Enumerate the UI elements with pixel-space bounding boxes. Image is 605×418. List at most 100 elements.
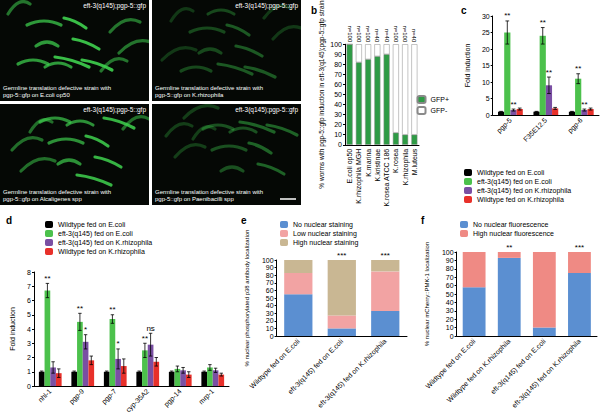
svg-text:30: 30 (334, 111, 342, 118)
svg-text:**: ** (77, 304, 83, 313)
svg-text:0: 0 (270, 333, 274, 340)
svg-text:90: 90 (446, 257, 454, 264)
svg-text:eft-3(q145) fed on K.rhizophil: eft-3(q145) fed on K.rhizophila (58, 239, 152, 247)
svg-text:Fold induction: Fold induction (464, 44, 471, 88)
svg-text:40: 40 (266, 302, 274, 309)
svg-text:% nuclear phosphorylated p38 a: % nuclear phosphorylated p38 antibody lo… (244, 230, 250, 367)
svg-text:60: 60 (446, 282, 454, 289)
svg-text:5: 5 (486, 95, 490, 102)
svg-text:**: ** (504, 11, 510, 20)
svg-text:20: 20 (446, 316, 454, 323)
svg-text:0: 0 (27, 383, 31, 390)
svg-text:90: 90 (334, 51, 342, 58)
svg-text:0: 0 (338, 141, 342, 148)
svg-text:No nuclear fluorescence: No nuclear fluorescence (473, 221, 549, 228)
svg-text:70: 70 (334, 71, 342, 78)
svg-text:**: ** (109, 305, 115, 314)
svg-text:n=40: n=40 (411, 29, 417, 43)
svg-text:eft-3(q145) fed on K.rhizophil: eft-3(q145) fed on K.rhizophila (511, 337, 583, 409)
svg-text:70: 70 (266, 279, 274, 286)
svg-text:nhl-1: nhl-1 (37, 387, 53, 403)
svg-text:80: 80 (334, 61, 342, 68)
svg-text:Wildtype fed on K.rhizophila: Wildtype fed on K.rhizophila (58, 248, 145, 256)
svg-text:100: 100 (262, 257, 274, 264)
svg-text:n=100: n=100 (402, 25, 408, 43)
svg-text:8: 8 (27, 269, 31, 276)
svg-text:High nuclear fluorescence: High nuclear fluorescence (473, 230, 554, 238)
svg-text:K.rhizophila: K.rhizophila (402, 149, 410, 186)
svg-text:60: 60 (266, 287, 274, 294)
svg-text:n=40: n=40 (384, 29, 390, 43)
svg-text:n=100: n=100 (365, 25, 371, 43)
svg-text:20: 20 (266, 317, 274, 324)
svg-text:K.kristinae: K.kristinae (374, 149, 381, 182)
svg-text:High nuclear staining: High nuclear staining (293, 239, 358, 247)
svg-text:pgp-9: pgp-9 (68, 387, 86, 405)
svg-text:70: 70 (446, 274, 454, 281)
svg-text:**: ** (575, 64, 581, 73)
svg-text:50: 50 (446, 291, 454, 298)
svg-text:ns: ns (146, 324, 154, 333)
svg-text:Wildtype fed on E.coli: Wildtype fed on E.coli (477, 169, 545, 177)
svg-text:eft-3(q145) fed on E.coli: eft-3(q145) fed on E.coli (477, 178, 552, 186)
svg-text:pgp-7: pgp-7 (100, 387, 118, 405)
svg-text:***: *** (337, 251, 346, 260)
svg-text:10: 10 (446, 324, 454, 331)
svg-text:pgp-6: pgp-6 (566, 116, 584, 134)
svg-text:f: f (421, 215, 425, 226)
svg-text:3: 3 (27, 340, 31, 347)
svg-text:Fold induction: Fold induction (9, 307, 16, 351)
svg-text:**: ** (506, 243, 512, 252)
svg-text:eft-3(q145) fed on E.coli: eft-3(q145) fed on E.coli (58, 230, 133, 238)
svg-text:10: 10 (266, 325, 274, 332)
svg-text:50: 50 (266, 295, 274, 302)
svg-text:80: 80 (266, 272, 274, 279)
svg-text:eft-3(q145) fed on K.rhizophil: eft-3(q145) fed on K.rhizophila (477, 187, 571, 195)
svg-text:20: 20 (334, 121, 342, 128)
svg-text:mrp-1: mrp-1 (197, 387, 216, 406)
svg-text:*: * (117, 339, 120, 348)
svg-text:***: *** (575, 243, 584, 252)
svg-text:GFP-: GFP- (431, 107, 448, 114)
svg-text:M.luteus: M.luteus (411, 148, 418, 175)
svg-text:5: 5 (27, 311, 31, 318)
svg-text:100: 100 (330, 41, 342, 48)
svg-text:eft-3(q145) fed on K.rhizophil: eft-3(q145) fed on K.rhizophila (316, 337, 388, 409)
svg-text:0: 0 (486, 112, 490, 119)
svg-text:% nuclear mCherry::PMK-1 local: % nuclear mCherry::PMK-1 localization (424, 242, 430, 346)
svg-text:80: 80 (446, 265, 454, 272)
svg-text:n=40: n=40 (374, 29, 380, 43)
svg-text:pgp-14: pgp-14 (162, 387, 183, 408)
svg-text:E.coli op50: E.coli op50 (346, 149, 354, 184)
svg-text:90: 90 (266, 264, 274, 271)
svg-text:K.rosea ATCC 186: K.rosea ATCC 186 (383, 149, 390, 207)
svg-text:30: 30 (266, 310, 274, 317)
svg-text:30: 30 (446, 307, 454, 314)
svg-text:7: 7 (27, 283, 31, 290)
svg-text:Wildtype fed on E.coli: Wildtype fed on E.coli (58, 221, 126, 229)
svg-text:2: 2 (27, 354, 31, 361)
svg-text:10: 10 (482, 79, 490, 86)
svg-text:60: 60 (334, 81, 342, 88)
svg-text:Wildtype fed on K.rhizophila: Wildtype fed on K.rhizophila (446, 337, 513, 404)
svg-text:**: ** (546, 68, 552, 77)
svg-text:20: 20 (482, 46, 490, 53)
svg-text:1: 1 (27, 368, 31, 375)
svg-text:30: 30 (482, 13, 490, 20)
svg-text:Wildtype fed on K.rhizophila: Wildtype fed on K.rhizophila (477, 196, 564, 204)
svg-text:n=100: n=100 (393, 25, 399, 43)
svg-text:**: ** (142, 334, 148, 343)
svg-text:6: 6 (27, 297, 31, 304)
svg-text:eft-3(q145) fed on E.coli: eft-3(q145) fed on E.coli (489, 337, 548, 396)
svg-text:K.marina: K.marina (365, 149, 372, 177)
svg-text:50: 50 (334, 91, 342, 98)
svg-text:10: 10 (334, 131, 342, 138)
svg-text:40: 40 (446, 299, 454, 306)
svg-text:F35E12.5: F35E12.5 (522, 116, 548, 142)
svg-text:**: ** (540, 18, 546, 27)
svg-text:15: 15 (482, 62, 490, 69)
svg-text:Low nuclear staining: Low nuclear staining (293, 230, 357, 238)
svg-text:% worms with pgp-5::gfp induct: % worms with pgp-5::gfp induction in eft… (318, 0, 326, 189)
svg-text:*: * (84, 325, 87, 334)
svg-text:pgp-5: pgp-5 (495, 116, 513, 134)
